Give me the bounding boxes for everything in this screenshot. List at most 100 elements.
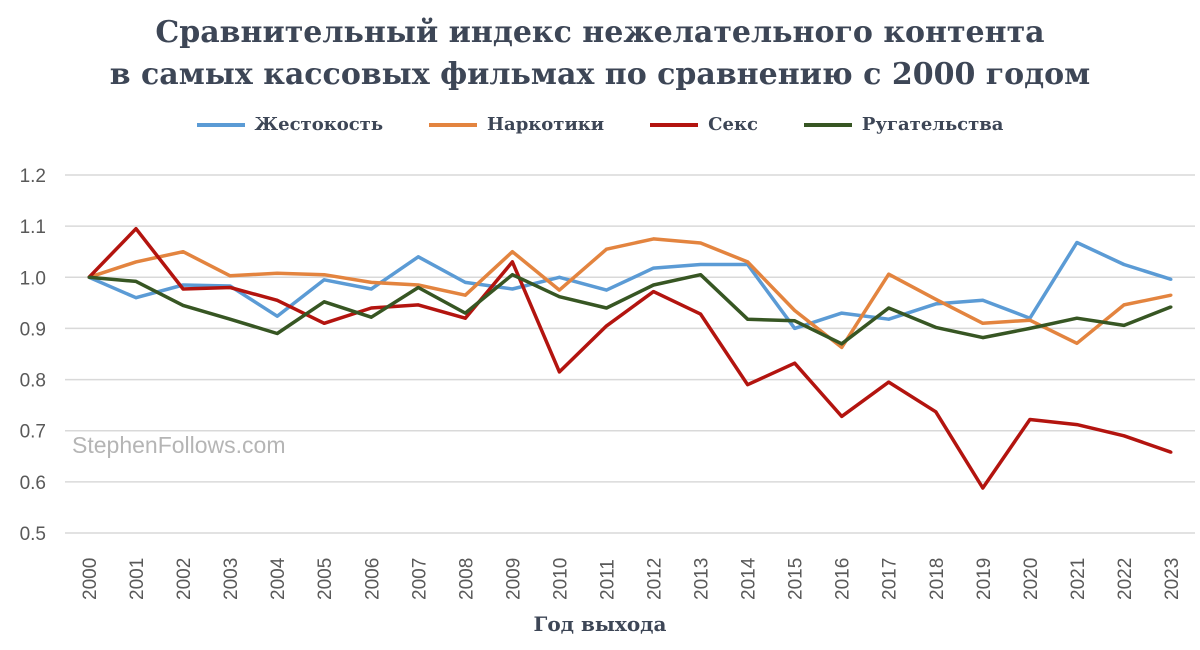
data-point	[134, 279, 138, 283]
legend-label: Жестокость	[254, 114, 384, 135]
data-point	[887, 306, 891, 310]
x-tick-label: 2019	[974, 558, 995, 600]
data-point	[463, 280, 467, 284]
legend-swatch	[429, 122, 478, 127]
data-point	[1075, 316, 1079, 320]
x-tick-label: 2011	[597, 559, 618, 600]
data-point	[181, 250, 185, 254]
data-point	[322, 321, 326, 325]
data-point	[699, 241, 703, 245]
data-point	[746, 260, 750, 264]
legend-item-sex: Секс	[650, 114, 758, 135]
legend-item-drugs: Наркотики	[429, 114, 604, 135]
y-tick-label: 1.0	[20, 268, 46, 289]
data-point	[652, 237, 656, 241]
data-point	[181, 287, 185, 291]
x-tick-label: 2002	[174, 558, 195, 600]
data-point	[510, 287, 514, 291]
legend-label: Секс	[708, 114, 758, 135]
data-point	[181, 303, 185, 307]
data-point	[416, 303, 420, 307]
data-point	[652, 283, 656, 287]
data-point	[1122, 323, 1126, 327]
y-tick-label: 1.2	[20, 166, 46, 187]
series-line	[88, 272, 1172, 346]
data-point	[510, 250, 514, 254]
data-point	[981, 486, 985, 490]
data-point	[510, 260, 514, 264]
legend-swatch	[803, 122, 852, 127]
y-tick-label: 0.7	[20, 422, 46, 443]
legend-label: Ругательства	[861, 114, 1004, 135]
data-point	[557, 275, 561, 279]
x-tick-label: 2009	[503, 558, 524, 600]
data-point	[1169, 450, 1173, 454]
data-point	[793, 319, 797, 323]
data-point	[322, 278, 326, 282]
data-point	[275, 314, 279, 318]
data-point	[840, 414, 844, 418]
data-point	[934, 410, 938, 414]
data-point	[981, 336, 985, 340]
data-point	[934, 302, 938, 306]
data-point	[1028, 417, 1032, 421]
data-point	[887, 317, 891, 321]
x-tick-label: 2005	[315, 558, 336, 600]
data-point	[369, 306, 373, 310]
data-point	[887, 272, 891, 276]
data-point	[793, 309, 797, 313]
data-point	[981, 298, 985, 302]
data-point	[793, 361, 797, 365]
data-point	[322, 300, 326, 304]
data-point	[275, 271, 279, 275]
data-point	[1169, 293, 1173, 297]
data-point	[369, 287, 373, 291]
series-line	[88, 237, 1172, 350]
data-point	[463, 293, 467, 297]
data-point	[1122, 303, 1126, 307]
data-point	[369, 280, 373, 284]
data-point	[463, 316, 467, 320]
x-tick-label: 2016	[833, 558, 854, 600]
legend-item-violence: Жестокость	[196, 114, 384, 135]
data-point	[604, 324, 608, 328]
data-point	[275, 332, 279, 336]
data-point	[134, 296, 138, 300]
data-point	[1122, 263, 1126, 266]
x-tick-label: 2008	[456, 558, 477, 600]
data-point	[934, 297, 938, 301]
data-point	[652, 266, 656, 270]
data-point	[369, 315, 373, 319]
data-point	[322, 273, 326, 277]
data-point	[1169, 277, 1173, 281]
data-point	[604, 247, 608, 251]
data-point	[228, 274, 232, 278]
data-point	[793, 326, 797, 330]
y-tick-label: 1.1	[20, 217, 46, 238]
data-point	[416, 255, 420, 259]
data-point	[746, 383, 750, 387]
x-tick-label: 2006	[362, 558, 383, 600]
x-tick-label: 2023	[1162, 558, 1183, 600]
series-line	[88, 240, 1172, 331]
x-tick-label: 2021	[1068, 558, 1089, 600]
data-point	[699, 273, 703, 277]
data-point	[275, 298, 279, 302]
y-tick-label: 0.9	[20, 319, 46, 340]
y-tick-label: 0.6	[20, 473, 46, 494]
data-point	[1028, 318, 1032, 322]
data-point	[1028, 326, 1032, 330]
x-tick-label: 2020	[1021, 558, 1042, 600]
data-point	[887, 380, 891, 384]
data-point	[557, 295, 561, 299]
data-point	[981, 321, 985, 325]
data-point	[934, 325, 938, 329]
series-line	[87, 226, 1172, 490]
data-point	[134, 260, 138, 264]
x-tick-label: 2013	[692, 558, 713, 600]
data-point	[463, 311, 467, 315]
data-point	[840, 345, 844, 349]
data-point	[604, 288, 608, 292]
data-point	[746, 317, 750, 321]
data-point	[699, 263, 703, 266]
